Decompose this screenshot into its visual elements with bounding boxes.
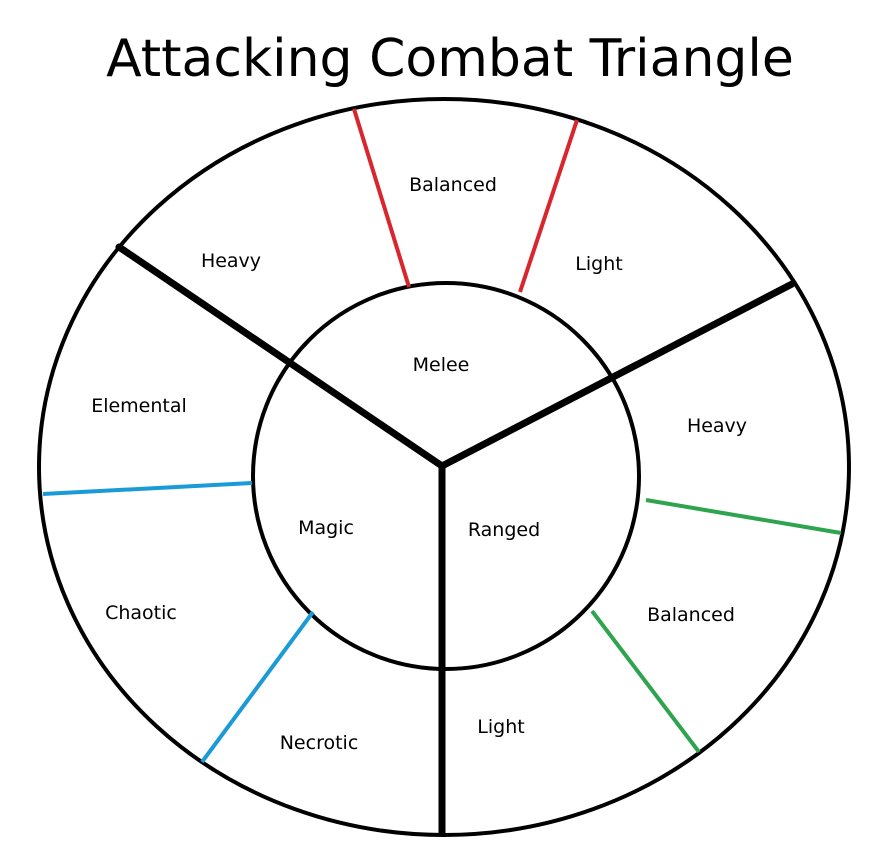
ranged-divider-balanced-light: [590, 609, 701, 754]
outer-label-melee-light: Light: [575, 253, 622, 275]
melee-divider-balanced-light: [518, 119, 579, 293]
outer-label-magic-necrotic: Necrotic: [280, 732, 359, 754]
outer-label-magic-elemental: Elemental: [91, 395, 187, 417]
main-divider-melee-ranged: [438, 280, 796, 470]
outer-ring: [37, 97, 851, 837]
diagram-title: Attacking Combat Triangle: [106, 29, 794, 89]
ranged-divider-heavy-balanced: [645, 498, 842, 535]
outer-label-ranged-light: Light: [477, 716, 524, 738]
outer-label-ranged-balanced: Balanced: [647, 604, 735, 626]
magic-divider-chaotic-necrotic: [200, 610, 315, 764]
outer-label-melee-balanced: Balanced: [409, 174, 497, 196]
melee-divider-heavy-balanced: [352, 108, 411, 288]
inner-label-magic: Magic: [298, 517, 354, 539]
outer-label-magic-chaotic: Chaotic: [105, 602, 177, 624]
inner-circle: [251, 281, 641, 671]
outer-label-ranged-heavy: Heavy: [687, 415, 747, 437]
magic-divider-elemental-chaotic: [42, 481, 253, 496]
inner-label-ranged: Ranged: [468, 519, 540, 541]
outer-label-melee-heavy: Heavy: [201, 250, 261, 272]
main-divider-melee-magic: [115, 243, 446, 470]
inner-label-melee: Melee: [413, 354, 470, 376]
